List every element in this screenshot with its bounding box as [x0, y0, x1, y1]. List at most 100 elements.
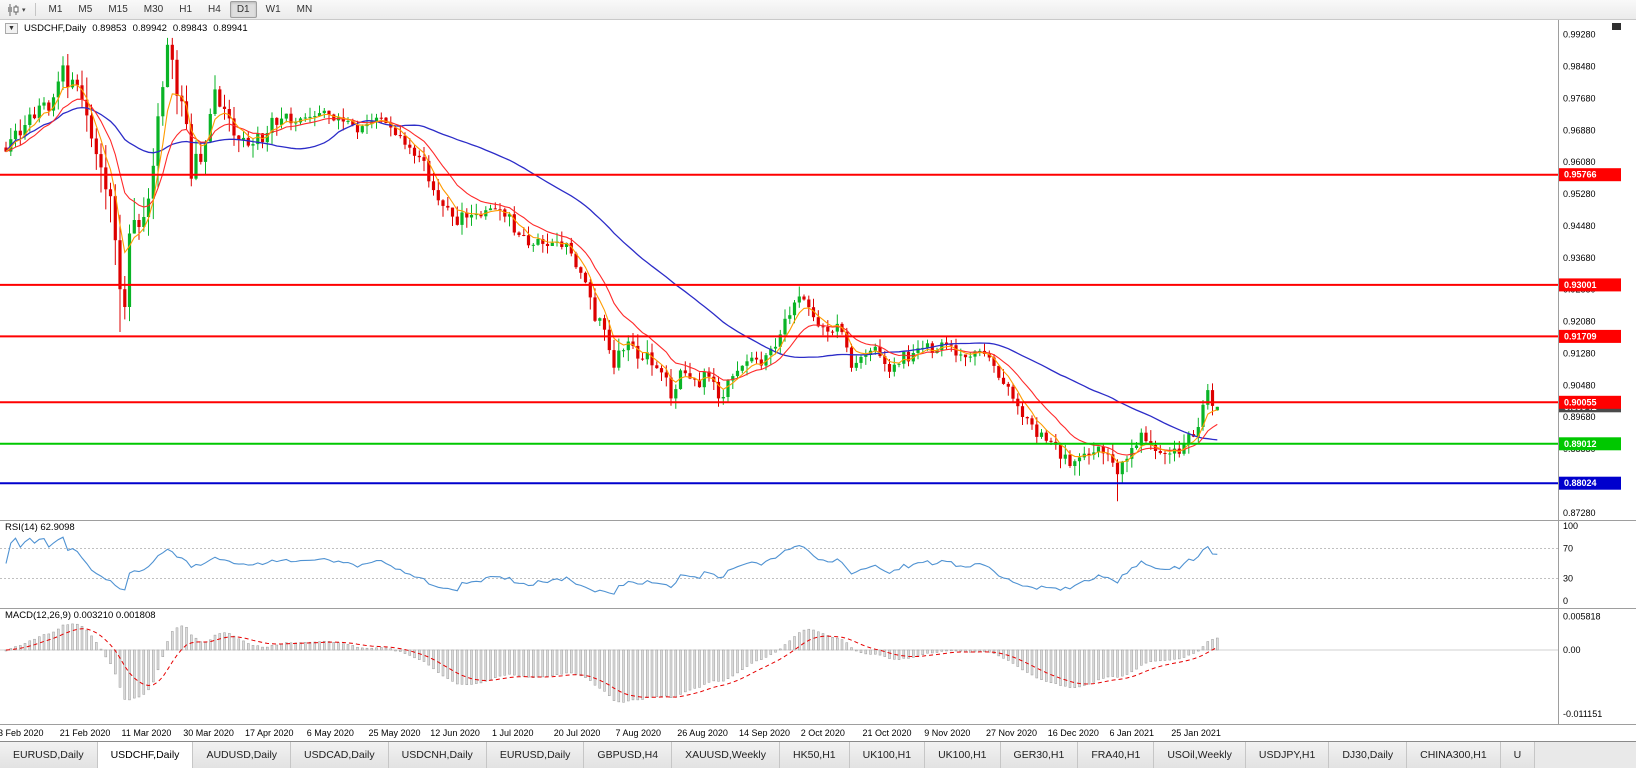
svg-text:0.96880: 0.96880	[1563, 125, 1596, 135]
chart-tab-uk100-h1[interactable]: UK100,H1	[925, 742, 1001, 768]
timeframe-button-mn[interactable]: MN	[296, 4, 313, 15]
date-axis-label: 3 Feb 2020	[0, 728, 44, 738]
toolbar-separator	[34, 3, 36, 16]
rsi-header: RSI(14) 62.9098	[5, 522, 75, 533]
date-axis-label: 12 Jun 2020	[430, 728, 480, 738]
candlestick-chart-icon	[8, 3, 19, 16]
price-chart-pane: 0.99280 0.98480 0.97680 0.96880 0.96080 0.952…	[0, 20, 1636, 520]
macd-header: MACD(12,26,9) 0.003210 0.001808	[5, 610, 156, 621]
timeframe-button-m30[interactable]: M30	[143, 4, 164, 15]
ohlc-high: 0.89942	[132, 23, 167, 34]
chart-tab-gbpusd-h4[interactable]: GBPUSD,H4	[584, 742, 673, 768]
date-axis-label: 7 Aug 2020	[615, 728, 662, 738]
timeframe-button-m15[interactable]: M15	[108, 4, 128, 15]
svg-text:0.87280: 0.87280	[1563, 508, 1596, 518]
chart-title-overlay: ▼ USDCHF,Daily 0.89853 0.89942 0.89843 0…	[5, 23, 248, 34]
svg-text:0.95280: 0.95280	[1563, 189, 1596, 199]
ohlc-low: 0.89843	[172, 23, 208, 34]
chart-tab-eurusd-daily[interactable]: EURUSD,Daily	[486, 742, 585, 768]
date-axis-label: 1 Jul 2020	[492, 728, 534, 738]
svg-text:0.89012: 0.89012	[1564, 439, 1597, 449]
chart-tab-usdcad-daily[interactable]: USDCAD,Daily	[291, 742, 389, 768]
chart-tab-china300-h1[interactable]: CHINA300,H1	[1407, 742, 1501, 768]
chart-tab-fra40-h1[interactable]: FRA40,H1	[1078, 742, 1155, 768]
date-axis-label: 27 Nov 2020	[986, 728, 1038, 738]
date-axis-label: 14 Sep 2020	[739, 728, 791, 738]
ohlc-open: 0.89853	[92, 23, 127, 34]
chevron-down-icon: ▾	[22, 6, 26, 14]
date-axis-label: 11 Mar 2020	[121, 728, 172, 738]
date-axis-label: 6 Jan 2021	[1109, 728, 1155, 738]
axis-price-tag: 0.88024	[1559, 476, 1621, 490]
chart-tab-uk100-h1[interactable]: UK100,H1	[849, 742, 926, 768]
chart-tab-usdjpy-h1[interactable]: USDJPY,H1	[1245, 742, 1330, 768]
ma-slow-line	[5, 106, 1218, 441]
svg-text:0.94480: 0.94480	[1563, 221, 1596, 231]
svg-text:0.91280: 0.91280	[1563, 349, 1596, 359]
rsi-line	[5, 536, 1218, 595]
timeframe-button-h1[interactable]: H1	[179, 4, 193, 15]
ohlc-close: 0.89941	[213, 23, 248, 34]
rsi-indicator-pane: 100 70 30 0 RSI(14) 62.9098	[0, 520, 1636, 608]
timeframe-buttons: M1 M5 M15 M30 H1 H4 D1 W1 MN	[42, 1, 320, 18]
chart-tab-usdchf-daily[interactable]: USDCHF,Daily	[97, 742, 194, 768]
svg-text:0.99280: 0.99280	[1563, 30, 1596, 40]
date-axis[interactable]: 3 Feb 2020 21 Feb 2020 11 Mar 2020 30 Mar 2…	[0, 724, 1636, 741]
date-axis-label: 6 May 2020	[306, 728, 354, 738]
timeframe-button-w1[interactable]: W1	[265, 4, 281, 15]
timeframe-button-d1[interactable]: D1	[229, 1, 257, 18]
rsi-canvas[interactable]: 100 70 30 0	[0, 520, 1636, 608]
chart-shift-marker[interactable]	[1612, 23, 1621, 30]
date-axis-label: 26 Aug 2020	[677, 728, 728, 738]
axis-price-tag: 0.89012	[1559, 437, 1621, 451]
price-chart-canvas[interactable]: 0.99280 0.98480 0.97680 0.96880 0.96080 0.952…	[0, 20, 1636, 520]
ma-fast-line	[5, 84, 1218, 463]
svg-text:0.90055: 0.90055	[1564, 397, 1597, 407]
chart-tab-hk50-h1[interactable]: HK50,H1	[780, 742, 850, 768]
svg-text:0.93680: 0.93680	[1563, 253, 1596, 263]
date-axis-label: 21 Feb 2020	[59, 728, 111, 738]
date-axis-label: 21 Oct 2020	[862, 728, 912, 738]
macd-signal-line	[5, 628, 1218, 698]
svg-text:0.005818: 0.005818	[1563, 612, 1601, 622]
timeframe-button-m5[interactable]: M5	[78, 4, 93, 15]
collapse-chart-button[interactable]: ▼	[5, 23, 18, 34]
macd-histogram	[4, 623, 1219, 703]
svg-text:0.00: 0.00	[1563, 645, 1581, 655]
chart-tab-xauusd-weekly[interactable]: XAUUSD,Weekly	[672, 742, 781, 768]
date-axis-label: 25 May 2020	[368, 728, 421, 738]
symbol-period-label: USDCHF,Daily	[23, 23, 87, 34]
timeframe-button-m1[interactable]: M1	[48, 4, 63, 15]
chart-tab-audusd-daily[interactable]: AUDUSD,Daily	[193, 742, 292, 768]
svg-text:0.97680: 0.97680	[1563, 94, 1596, 104]
chart-tab-eurusd-daily[interactable]: EURUSD,Daily	[0, 742, 98, 768]
chart-tab-usoil-weekly[interactable]: USOil,Weekly	[1154, 742, 1246, 768]
svg-text:0.98480: 0.98480	[1563, 62, 1596, 72]
chart-type-button[interactable]: ▾	[4, 3, 29, 17]
svg-text:0.90480: 0.90480	[1563, 380, 1596, 390]
chart-tab-dj30-daily[interactable]: DJ30,Daily	[1329, 742, 1408, 768]
chart-tab-u[interactable]: U	[1500, 742, 1536, 768]
svg-text:0.88024: 0.88024	[1564, 478, 1597, 488]
timeframe-button-h4[interactable]: H4	[208, 4, 221, 15]
date-axis-label: 9 Nov 2020	[924, 728, 971, 738]
axis-price-tag: 0.93001	[1559, 278, 1621, 292]
svg-text:0.95766: 0.95766	[1564, 170, 1597, 180]
date-axis-label: 20 Jul 2020	[553, 728, 601, 738]
svg-text:70: 70	[1563, 544, 1573, 554]
svg-text:0.92080: 0.92080	[1563, 317, 1596, 327]
svg-text:-0.011151: -0.011151	[1563, 709, 1602, 719]
macd-canvas[interactable]: 0.005818 0.00 -0.011151	[0, 608, 1636, 724]
timeframe-toolbar: ▾ M1 M5 M15 M30 H1 H4 D1 W1 MN	[0, 0, 1636, 20]
date-axis-label: 16 Dec 2020	[1047, 728, 1099, 738]
chart-tab-ger30-h1[interactable]: GER30,H1	[1000, 742, 1079, 768]
svg-text:30: 30	[1563, 574, 1573, 584]
chart-tab-usdcnh-daily[interactable]: USDCNH,Daily	[388, 742, 487, 768]
axis-price-tag: 0.91709	[1559, 329, 1621, 343]
macd-indicator-pane: 0.005818 0.00 -0.011151 MACD(12,26,9) 0.00…	[0, 608, 1636, 724]
svg-text:0.96080: 0.96080	[1563, 157, 1596, 167]
svg-text:0.91709: 0.91709	[1564, 331, 1597, 341]
svg-text:0: 0	[1563, 596, 1568, 606]
date-axis-label: 2 Oct 2020	[800, 728, 845, 738]
